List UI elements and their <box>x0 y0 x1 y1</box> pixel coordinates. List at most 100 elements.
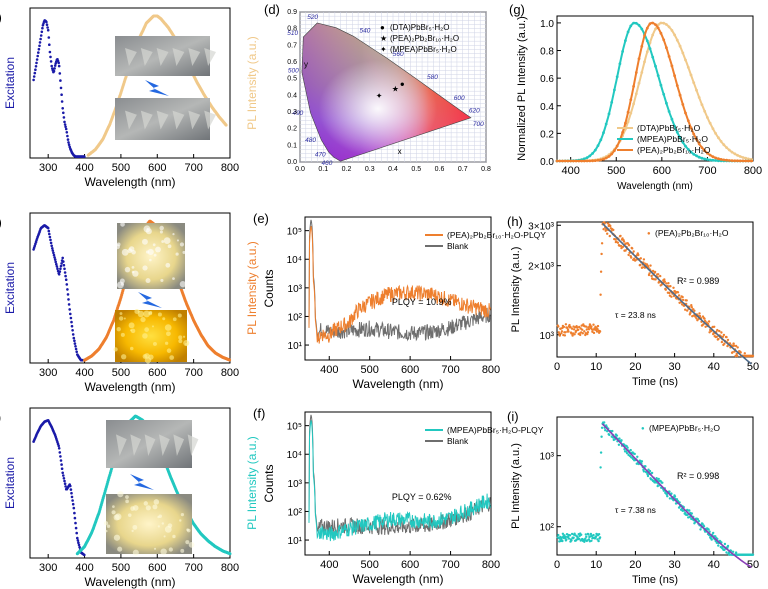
crystal-grain <box>112 505 115 508</box>
x-tick-label: 500 <box>361 559 379 571</box>
excitation-point <box>63 479 66 483</box>
panel-label: (c) <box>0 410 1 425</box>
series-point <box>577 159 581 163</box>
decay-point <box>639 263 642 267</box>
decay-point <box>668 490 671 493</box>
crystal-grain <box>115 244 120 250</box>
crystal-grain <box>131 529 134 533</box>
x-axis-label: Wavelength (nm) <box>617 181 693 192</box>
series-point <box>572 159 575 163</box>
decay-point <box>609 224 612 228</box>
decay-point <box>639 257 642 260</box>
series-point <box>580 159 583 163</box>
crystal-flake <box>172 48 185 66</box>
decay-point <box>657 273 660 276</box>
decay-point <box>568 323 571 327</box>
series-point <box>659 21 663 25</box>
excitation-point <box>35 61 38 65</box>
x-tick-label: 800 <box>744 165 762 177</box>
excitation-point <box>34 65 38 68</box>
x-tick-label: 0.1 <box>318 166 328 173</box>
decay-point <box>620 439 623 442</box>
crystal-grain <box>142 265 148 271</box>
excitation-point <box>71 329 74 332</box>
decay-point <box>564 331 567 334</box>
decay-point <box>722 333 726 337</box>
crystal-grain <box>166 348 172 353</box>
crystal-grain <box>114 513 122 520</box>
y-tick-label: 0.9 <box>287 9 297 16</box>
legend-label: (MPEA)PbBr₅·H₂O <box>637 134 708 144</box>
y-tick-label: 0.1 <box>287 142 297 149</box>
crystal-grain <box>186 528 189 532</box>
excitation-point <box>32 75 36 78</box>
plot-frame: 460 470 480 490 500 510 520 540 560 580 600 620 700 0… <box>264 2 491 173</box>
legend-label: (MPEA)PbBr₅·H₂O <box>390 45 457 54</box>
series-point <box>747 159 750 163</box>
excitation-point <box>69 312 72 316</box>
decay-point <box>627 244 631 247</box>
series-point <box>733 152 737 156</box>
x-axis-label: x <box>398 147 402 156</box>
plot-frame-border <box>29 407 231 559</box>
decay-point <box>616 241 620 244</box>
y-tick-label: 0.4 <box>540 102 554 113</box>
decay-point <box>571 334 574 337</box>
excitation-point <box>66 288 69 291</box>
excitation-point <box>58 270 62 273</box>
crystal-grain <box>167 244 172 249</box>
series-point <box>563 159 567 163</box>
series-point <box>634 71 638 74</box>
crystal-grain <box>172 534 176 539</box>
decay-point <box>715 335 718 338</box>
series-point <box>665 23 668 26</box>
decay-point <box>618 437 621 440</box>
crystal-grain <box>118 316 124 321</box>
excitation-point <box>51 249 55 252</box>
excitation-point <box>48 43 51 46</box>
x-tick-label: 50 <box>747 559 759 571</box>
crystal-grain <box>149 258 152 262</box>
decay-point <box>704 325 707 328</box>
series-point <box>689 73 693 77</box>
x-tick-label: 600 <box>148 562 166 574</box>
series-point <box>703 109 707 113</box>
series-line <box>308 225 491 344</box>
crystal-flake <box>156 110 169 130</box>
series-point <box>665 46 668 50</box>
decay-point <box>695 317 698 320</box>
series-point <box>700 146 704 150</box>
series-point <box>719 140 723 143</box>
decay-point <box>564 323 568 326</box>
crystal-flake <box>187 434 199 456</box>
y-tick-label: 0.8 <box>540 47 554 58</box>
excitation-point <box>33 71 37 75</box>
excitation-point <box>77 543 81 547</box>
decay-point <box>631 247 634 250</box>
series-point <box>681 103 685 106</box>
decay-point <box>676 291 680 294</box>
excitation-point <box>64 125 67 129</box>
excitation-point <box>48 235 52 239</box>
excitation-point <box>59 79 62 82</box>
excitation-point <box>74 521 77 525</box>
series-point <box>634 92 638 96</box>
series-point <box>626 30 630 34</box>
crystal-grain <box>145 278 151 284</box>
decay-point <box>723 548 726 552</box>
series-point <box>593 148 597 152</box>
excitation-point <box>60 93 63 96</box>
series-point <box>610 152 614 156</box>
series-point <box>629 24 633 28</box>
decay-point <box>579 333 582 337</box>
decay-point <box>664 288 667 291</box>
crystal-grain <box>142 354 148 359</box>
decay-point <box>565 538 568 541</box>
series-point <box>610 101 614 104</box>
decay-point <box>583 330 586 333</box>
series-point <box>654 64 657 68</box>
x-axis-label: Wavelength (nm) <box>85 380 176 394</box>
x-tick-label: 20 <box>629 361 641 373</box>
crystal-grain <box>117 546 123 552</box>
crystal-grain <box>167 523 173 528</box>
